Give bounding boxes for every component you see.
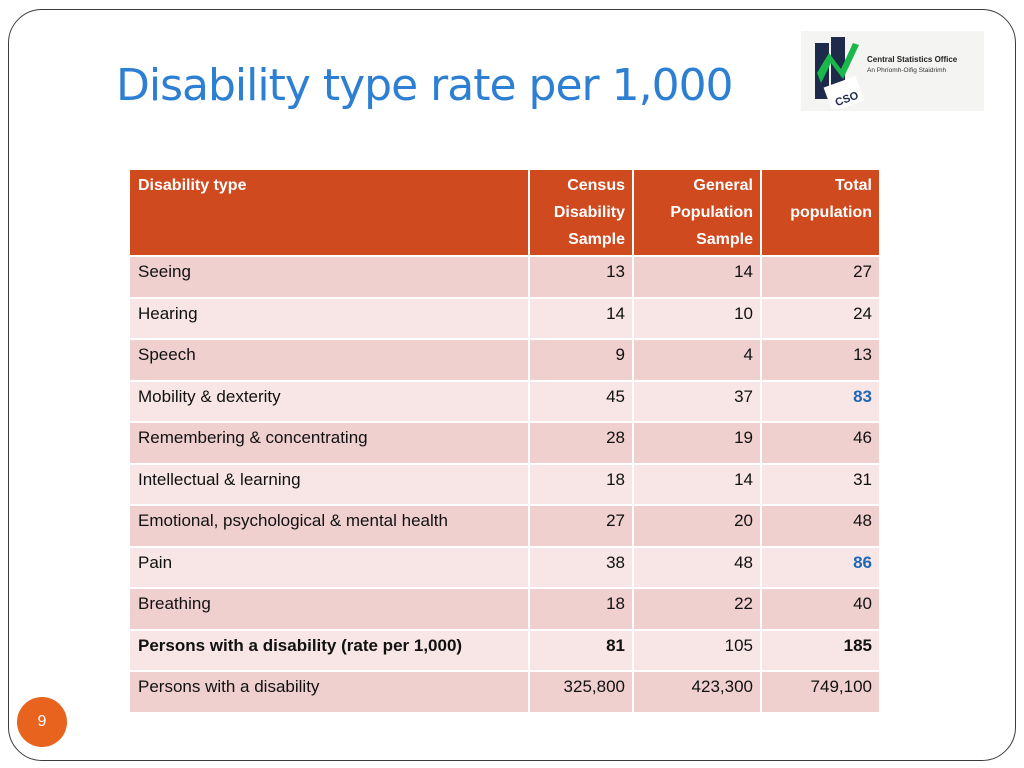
table-row-summary-count: Persons with a disability 325,800 423,30…	[128, 670, 881, 714]
row-total: 13	[760, 338, 881, 382]
row-general: 4	[632, 338, 762, 382]
slide-title: Disability type rate per 1,000	[116, 60, 734, 111]
row-total: 27	[760, 255, 881, 299]
cso-logo-mark-icon: CSO	[815, 37, 865, 109]
row-census: 38	[528, 545, 634, 589]
row-total: 46	[760, 421, 881, 465]
row-type: Emotional, psychological & mental health	[128, 504, 530, 548]
logo-subtitle: An Phríomh-Oifig Staidrimh	[867, 67, 947, 74]
table-header-row: Disability type Census Disability Sample…	[128, 168, 881, 257]
row-total: 24	[760, 296, 881, 340]
header-general-population-sample: General Population Sample	[632, 168, 762, 257]
disability-rate-table: Disability type Census Disability Sample…	[128, 168, 881, 714]
header-census-disability-sample: Census Disability Sample	[528, 168, 634, 257]
row-type: Pain	[128, 545, 530, 589]
row-general: 20	[632, 504, 762, 548]
page-number-badge: 9	[17, 697, 67, 747]
header-disability-type: Disability type	[128, 168, 530, 257]
row-total: 749,100	[760, 670, 881, 714]
row-total: 185	[760, 628, 881, 672]
row-general: 37	[632, 379, 762, 423]
row-general: 48	[632, 545, 762, 589]
table-row: Mobility & dexterity 45 37 83	[128, 379, 881, 423]
row-census: 81	[528, 628, 634, 672]
row-type: Intellectual & learning	[128, 462, 530, 506]
row-census: 13	[528, 255, 634, 299]
row-type: Mobility & dexterity	[128, 379, 530, 423]
row-total-highlight: 83	[760, 379, 881, 423]
table-row: Intellectual & learning 18 14 31	[128, 462, 881, 506]
table-row: Pain 38 48 86	[128, 545, 881, 589]
row-type: Hearing	[128, 296, 530, 340]
table-row: Emotional, psychological & mental health…	[128, 504, 881, 548]
table-row: Speech 9 4 13	[128, 338, 881, 382]
row-census: 18	[528, 587, 634, 631]
row-general: 105	[632, 628, 762, 672]
table-row-summary-rate: Persons with a disability (rate per 1,00…	[128, 628, 881, 672]
disability-table-wrapper: Disability type Census Disability Sample…	[128, 168, 881, 714]
row-total: 31	[760, 462, 881, 506]
row-census: 18	[528, 462, 634, 506]
header-total-population: Total population	[760, 168, 881, 257]
row-total: 48	[760, 504, 881, 548]
row-type: Breathing	[128, 587, 530, 631]
row-total-highlight: 86	[760, 545, 881, 589]
table-row: Breathing 18 22 40	[128, 587, 881, 631]
row-type: Persons with a disability	[128, 670, 530, 714]
table-row: Seeing 13 14 27	[128, 255, 881, 299]
cso-logo: CSO Central Statistics Office An Phríomh…	[801, 31, 984, 111]
row-general: 14	[632, 462, 762, 506]
logo-name: Central Statistics Office	[867, 55, 958, 64]
row-census: 14	[528, 296, 634, 340]
row-general: 19	[632, 421, 762, 465]
row-census: 27	[528, 504, 634, 548]
row-general: 10	[632, 296, 762, 340]
row-general: 423,300	[632, 670, 762, 714]
table-row: Hearing 14 10 24	[128, 296, 881, 340]
row-type: Persons with a disability (rate per 1,00…	[128, 628, 530, 672]
row-general: 22	[632, 587, 762, 631]
row-total: 40	[760, 587, 881, 631]
row-census: 9	[528, 338, 634, 382]
row-census: 28	[528, 421, 634, 465]
table-row: Remembering & concentrating 28 19 46	[128, 421, 881, 465]
row-type: Seeing	[128, 255, 530, 299]
row-type: Speech	[128, 338, 530, 382]
row-census: 45	[528, 379, 634, 423]
row-type: Remembering & concentrating	[128, 421, 530, 465]
row-census: 325,800	[528, 670, 634, 714]
row-general: 14	[632, 255, 762, 299]
